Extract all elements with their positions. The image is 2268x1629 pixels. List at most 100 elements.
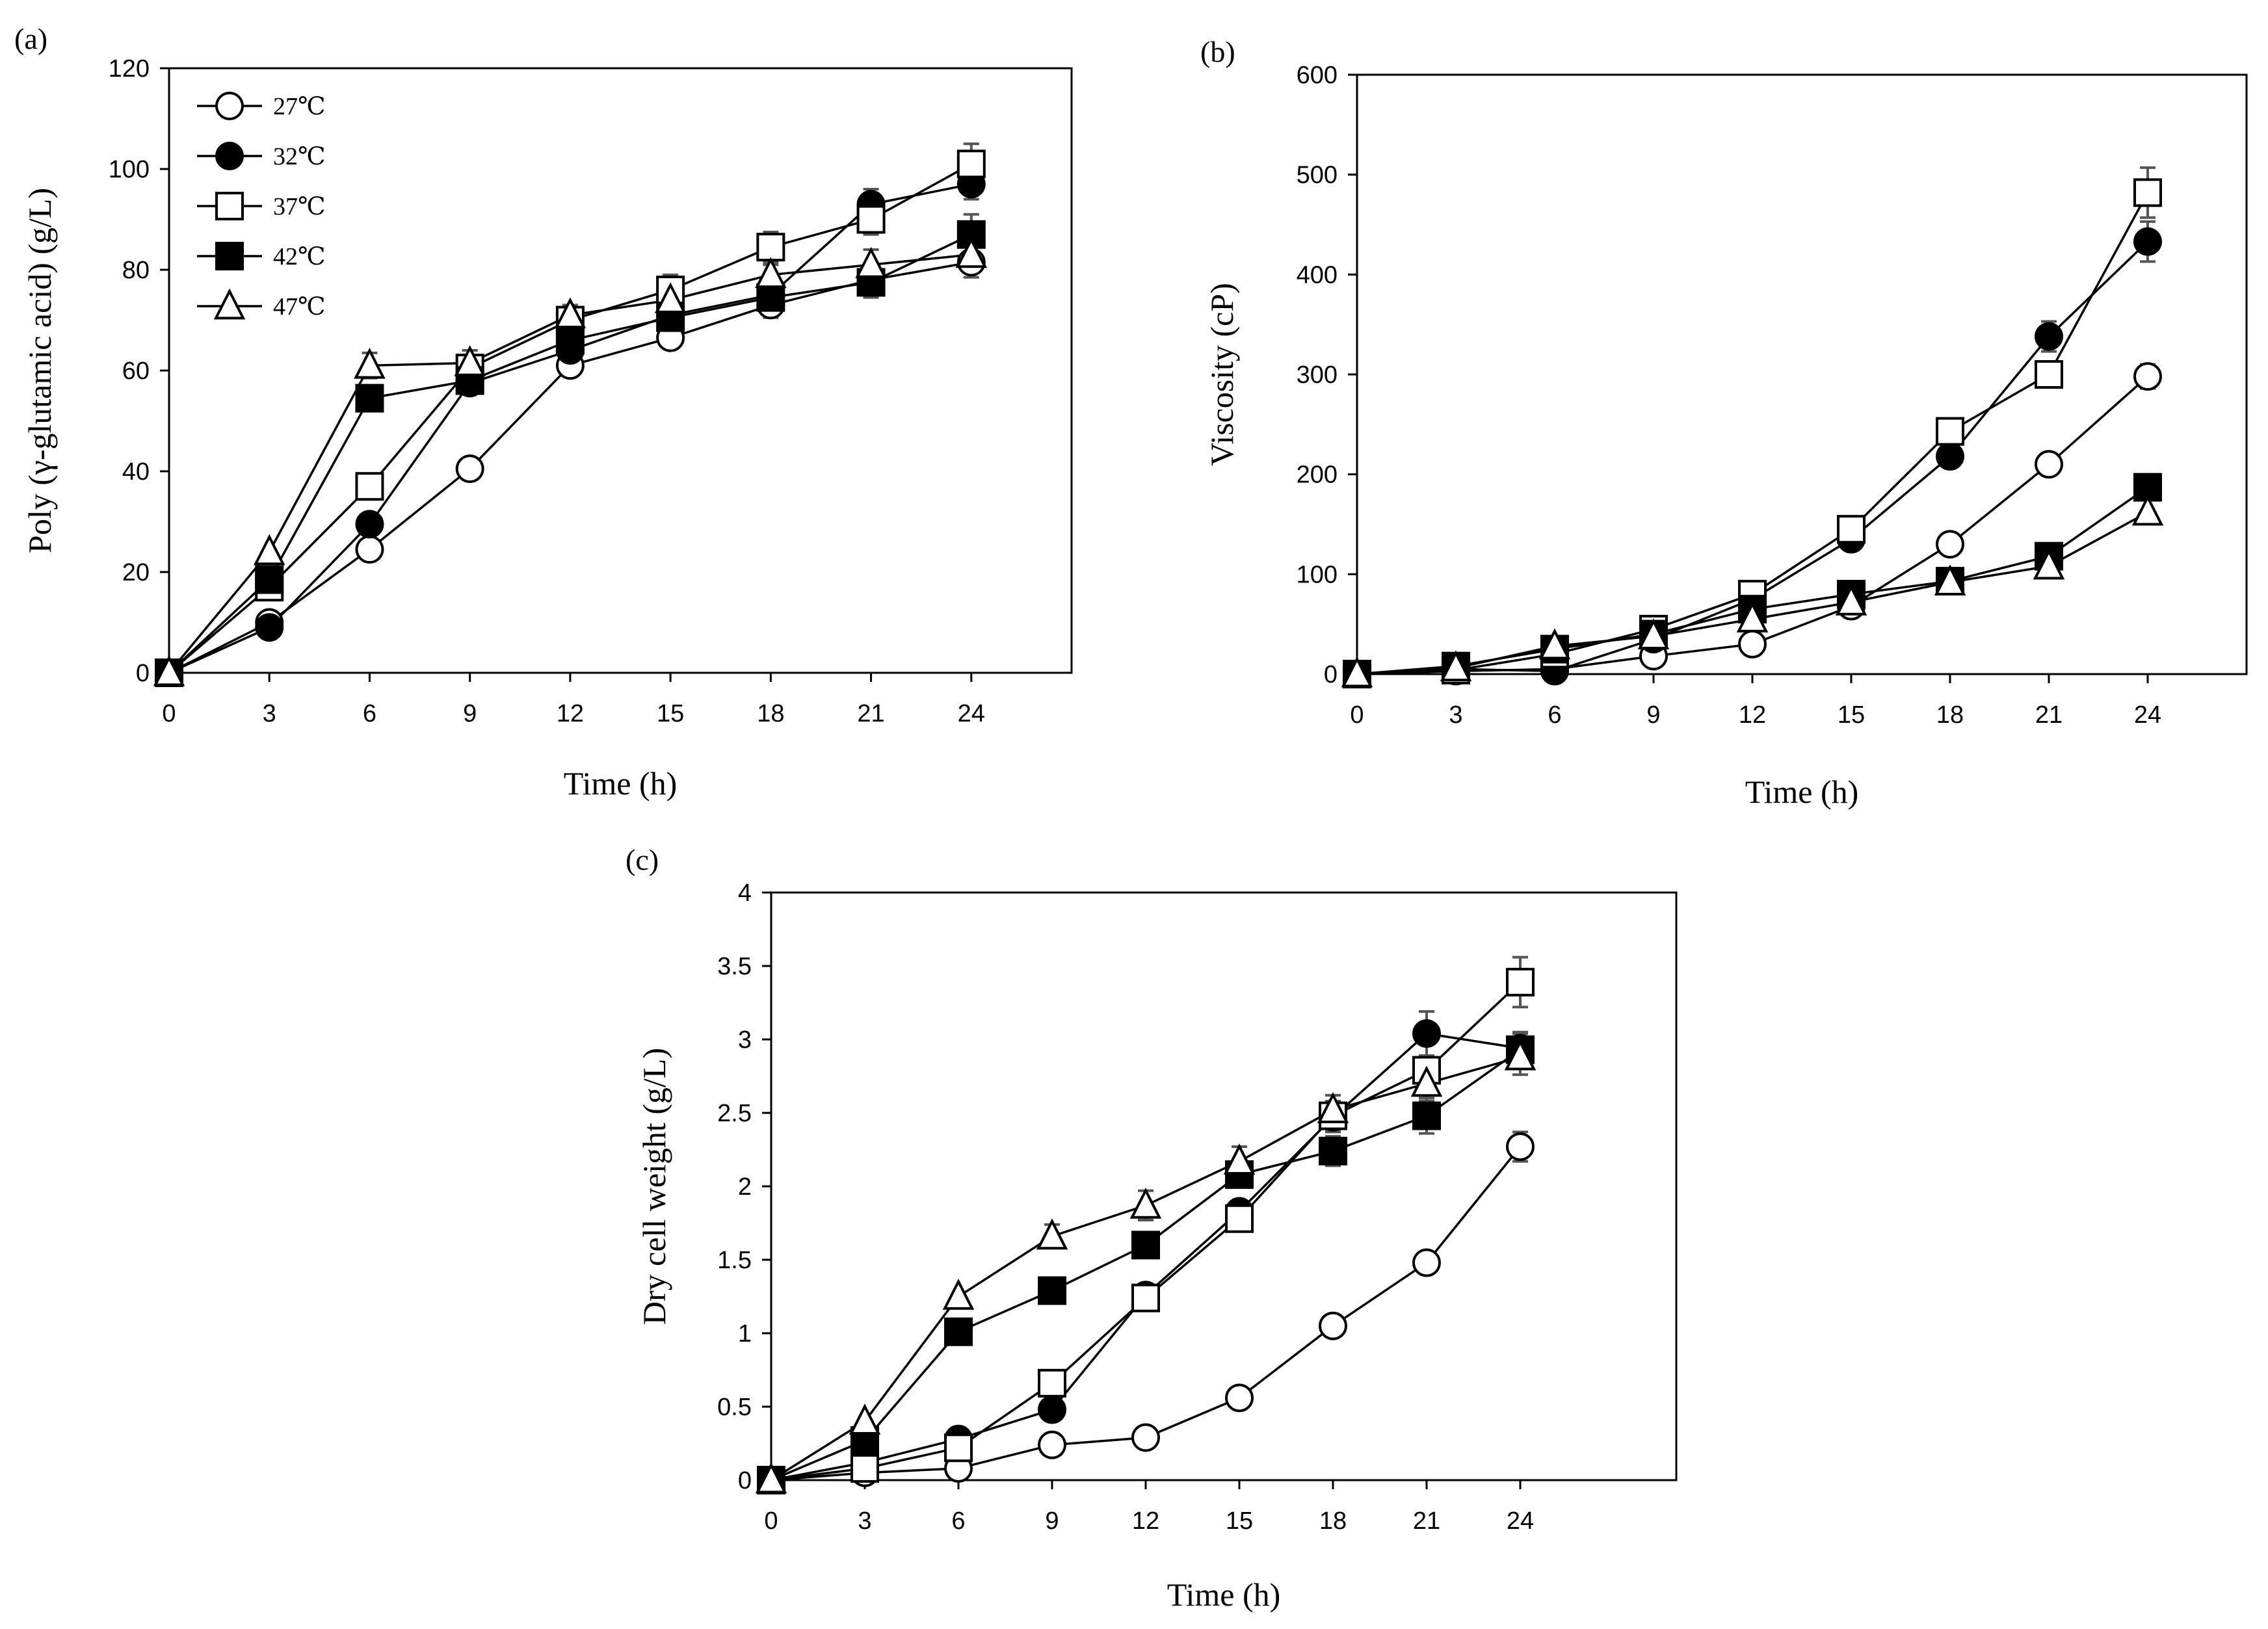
x-axis-title: Time (h)	[564, 765, 678, 801]
data-point	[2131, 494, 2164, 526]
data-point	[1736, 601, 1769, 632]
x-tick-label: 6	[1548, 701, 1561, 729]
panel-label: (a)	[14, 22, 47, 55]
data-point	[554, 297, 587, 329]
legend-marker	[215, 92, 244, 120]
y-tick-label: 300	[1297, 361, 1338, 389]
data-point	[455, 454, 484, 484]
y-tick-label: 120	[109, 55, 150, 83]
x-tick-label: 6	[951, 1507, 965, 1535]
data-point	[1637, 618, 1670, 650]
data-point	[849, 1403, 881, 1435]
data-point	[355, 535, 384, 564]
series-line-37℃	[168, 163, 972, 674]
data-point	[856, 205, 886, 234]
data-point	[1504, 1039, 1536, 1071]
x-tick-label: 21	[1413, 1507, 1440, 1535]
x-tick-label: 18	[1319, 1507, 1347, 1535]
data-point	[1131, 1283, 1160, 1312]
data-point	[756, 283, 785, 312]
data-point	[1131, 1231, 1160, 1260]
data-point	[2035, 322, 2063, 351]
data-point	[1038, 1368, 1066, 1398]
data-point	[355, 472, 384, 501]
data-point	[454, 345, 486, 376]
x-tick-label: 18	[757, 700, 784, 727]
y-tick-label: 2.5	[717, 1100, 752, 1127]
legend-label: 27℃	[273, 93, 326, 120]
data-point	[755, 257, 787, 289]
legend-marker	[215, 192, 244, 220]
data-point	[955, 237, 988, 268]
x-tick-label: 6	[363, 700, 376, 727]
y-tick-label: 500	[1297, 162, 1338, 189]
data-point	[1038, 1430, 1066, 1459]
data-point	[1317, 1092, 1349, 1123]
x-tick-label: 15	[1226, 1507, 1253, 1535]
x-tick-label: 3	[263, 700, 276, 727]
legend-label: 42℃	[273, 243, 326, 270]
x-tick-label: 12	[557, 700, 584, 727]
x-tick-label: 3	[1449, 701, 1462, 729]
data-point	[1319, 1136, 1347, 1166]
y-tick-label: 200	[1297, 462, 1338, 489]
data-point	[2033, 548, 2065, 580]
x-tick-label: 9	[1045, 1507, 1059, 1535]
data-point	[1131, 1423, 1160, 1452]
x-tick-label: 21	[2035, 701, 2063, 729]
x-tick-label: 3	[858, 1507, 871, 1535]
data-point	[1936, 442, 1964, 471]
y-tick-label: 100	[109, 156, 150, 183]
legend-marker	[213, 288, 246, 320]
y-tick-label: 40	[122, 458, 150, 486]
y-tick-label: 60	[122, 358, 150, 385]
data-point	[354, 347, 386, 379]
data-point	[944, 1433, 973, 1463]
panel-label: (c)	[626, 843, 659, 876]
data-point	[944, 1317, 973, 1346]
data-point	[1319, 1311, 1347, 1340]
data-point	[555, 326, 585, 355]
series-line-47℃	[771, 1056, 1521, 1481]
panel-c: (c) 0 3 6 9 12 15 18 21 24 0 0.5 1 1.5 2 2.5 3 3.5 4 Time (…	[626, 843, 1678, 1613]
legend-marker	[215, 142, 244, 170]
data-point	[1412, 1101, 1441, 1130]
y-tick-label: 1	[738, 1320, 752, 1348]
data-point	[1936, 417, 1964, 446]
legend-label: 32℃	[273, 143, 326, 170]
data-point	[1738, 629, 1767, 658]
data-point	[1837, 515, 1866, 544]
x-axis-title: Time (h)	[1745, 774, 1859, 810]
y-tick-label: 100	[1297, 561, 1338, 588]
x-tick-label: 12	[1132, 1507, 1159, 1535]
data-point	[1225, 1204, 1254, 1233]
x-tick-label: 15	[657, 700, 684, 727]
data-point	[1225, 1383, 1254, 1413]
legend-label: 47℃	[273, 293, 326, 320]
legend-marker	[215, 242, 244, 270]
y-axis-title: Dry cell weight (g/L)	[636, 1048, 672, 1325]
y-tick-label: 0	[738, 1467, 752, 1494]
data-point	[1129, 1187, 1162, 1219]
data-point	[942, 1279, 975, 1310]
x-tick-label: 15	[1838, 701, 1865, 729]
y-tick-label: 400	[1297, 261, 1338, 289]
data-point	[355, 384, 384, 413]
data-point	[756, 233, 785, 262]
y-tick-label: 4	[738, 880, 752, 907]
data-point	[2035, 360, 2063, 389]
y-tick-label: 600	[1297, 62, 1338, 89]
x-axis-title: Time (h)	[1167, 1576, 1281, 1613]
panel-a: (a) 0 3 6 9 12 15 18 21 24 0 20 40 60 80 100 120 Time (h)…	[14, 22, 1073, 801]
panel-label: (b)	[1200, 35, 1235, 68]
data-point	[1934, 564, 1966, 596]
x-tick-label: 0	[764, 1507, 778, 1535]
x-tick-label: 24	[1507, 1507, 1534, 1535]
x-tick-label: 24	[958, 700, 985, 727]
data-point	[1506, 1132, 1535, 1161]
data-point	[1506, 967, 1535, 997]
data-point	[2133, 178, 2162, 207]
y-tick-label: 3.5	[717, 953, 752, 980]
data-point	[1538, 628, 1571, 660]
